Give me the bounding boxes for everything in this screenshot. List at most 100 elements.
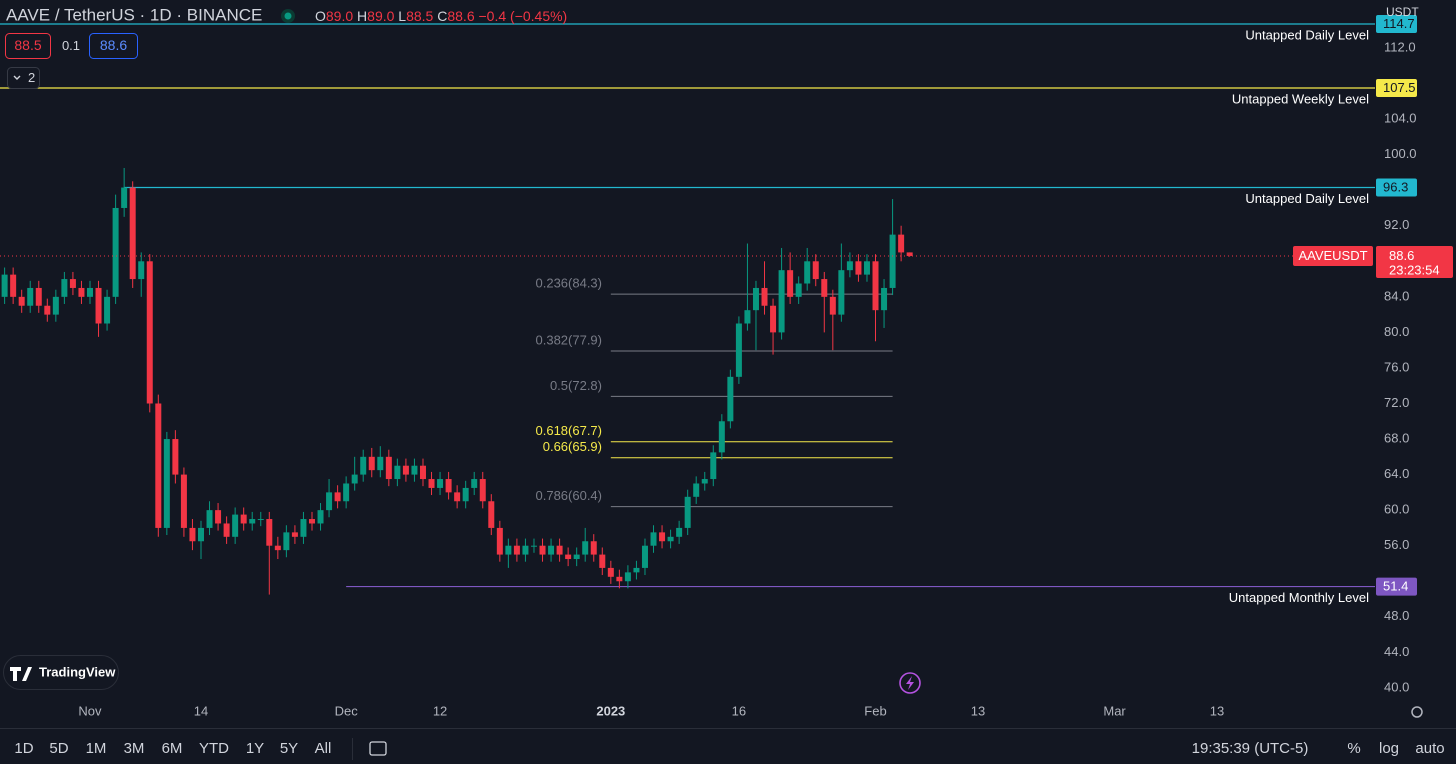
lightning <box>906 676 914 690</box>
candle-body <box>539 545 546 555</box>
timeframe-button[interactable]: 1Y <box>246 740 264 757</box>
timeframe-button[interactable]: 3M <box>124 740 145 757</box>
timeframe-button[interactable]: 5Y <box>280 740 298 757</box>
candle-body <box>752 287 759 311</box>
ohlc-key: L <box>398 8 406 24</box>
candle-body <box>812 261 819 280</box>
change: −0.4 (−0.45%) <box>479 8 568 24</box>
candle-body <box>624 572 631 582</box>
candle-body <box>787 270 794 297</box>
candle-body <box>445 479 452 493</box>
y-tick-label: 68.0 <box>1384 430 1409 445</box>
candle-body <box>343 483 350 502</box>
candle-body <box>240 514 247 524</box>
candle-body <box>326 492 333 511</box>
fib-label: 0.236(84.3) <box>536 276 603 291</box>
candle-body <box>727 376 734 422</box>
scale-option[interactable]: log <box>1379 740 1399 757</box>
candle-body <box>428 479 435 488</box>
timeframe-button[interactable]: YTD <box>199 740 229 757</box>
y-tick-label: 76.0 <box>1384 359 1409 374</box>
timeframe-button[interactable]: 1D <box>14 740 33 757</box>
bid: 88.5 <box>14 37 41 53</box>
candle-body <box>676 527 683 537</box>
candle-body <box>496 527 503 555</box>
x-tick-label: 13 <box>1210 703 1224 718</box>
candle-body <box>505 545 512 555</box>
candle-body <box>701 479 708 484</box>
candle-body <box>317 510 324 524</box>
candle-body <box>718 421 725 453</box>
candle-body <box>641 545 648 568</box>
settings-icon[interactable] <box>1411 706 1423 718</box>
candle-body <box>419 465 426 480</box>
y-tick-label: 112.0 <box>1384 39 1416 54</box>
chevron-icon <box>13 75 21 80</box>
y-tick-label: 44.0 <box>1384 644 1409 659</box>
candle-body <box>138 261 145 280</box>
candle-body <box>471 479 478 488</box>
ohlc-value: 88.5 <box>406 8 433 24</box>
x-tick-label: Nov <box>78 703 102 718</box>
x-tick-label: 2023 <box>596 703 625 718</box>
ohlc-key: H <box>357 8 367 24</box>
candle-body <box>437 479 444 488</box>
candle-body <box>710 452 717 480</box>
ohlc-key: O <box>315 8 326 24</box>
candle-body <box>308 519 315 524</box>
candle-body <box>61 279 68 297</box>
candle-body <box>804 261 811 284</box>
candle-body <box>95 287 102 324</box>
candle-body <box>556 545 563 555</box>
ohlc-legend: O89.0 H89.0 L88.5 C88.6 −0.4 (−0.45%) <box>315 8 567 24</box>
candle-body <box>872 261 879 311</box>
y-tick-label: 60.0 <box>1384 502 1409 517</box>
level-price: 114.7 <box>1383 16 1415 31</box>
events-icon[interactable] <box>899 672 921 694</box>
level-price-box <box>1376 178 1417 197</box>
ohlc-value: 89.0 <box>367 8 394 24</box>
candle-body <box>257 519 264 521</box>
symbol-tag-text: AAVEUSDT <box>1298 248 1367 263</box>
currency[interactable]: USDT <box>1386 5 1419 19</box>
candle-body <box>454 492 461 502</box>
fib-label: 0.618(67.7) <box>536 423 603 438</box>
candle-body <box>761 287 768 306</box>
scale-option[interactable]: % <box>1347 740 1360 757</box>
candle-body <box>35 287 42 306</box>
candle-body <box>52 296 59 315</box>
ask-box[interactable] <box>89 33 138 59</box>
candle-body <box>86 287 93 297</box>
x-tick-label: 13 <box>971 703 985 718</box>
bid-box[interactable] <box>5 33 51 59</box>
symbol-tag <box>1293 245 1373 266</box>
candle-body <box>291 532 298 537</box>
logo-badge[interactable] <box>3 655 119 690</box>
timeframe-button[interactable]: 5D <box>49 740 68 757</box>
candle-body <box>69 279 76 288</box>
x-tick-label: Mar <box>1103 703 1126 718</box>
timeframe-button[interactable]: All <box>315 740 332 757</box>
candle-body <box>223 523 230 537</box>
candle-body <box>180 474 187 528</box>
date-range-icon[interactable] <box>369 741 387 756</box>
candle-body <box>846 261 853 271</box>
candle-body <box>530 545 537 547</box>
collapse-button[interactable] <box>7 67 40 89</box>
clock[interactable]: 19:35:39 (UTC-5) <box>1192 740 1309 757</box>
timeframe-button[interactable]: 1M <box>86 740 107 757</box>
level-name: Untapped Daily Level <box>1245 27 1369 42</box>
candle-body <box>650 532 657 546</box>
candle-body <box>44 305 51 315</box>
candle-body <box>659 532 666 542</box>
y-tick-label: 80.0 <box>1384 324 1409 339</box>
candle-body <box>513 545 520 555</box>
scale-option[interactable]: auto <box>1415 740 1444 757</box>
x-tick-label: Feb <box>864 703 886 718</box>
timeframe-button[interactable]: 6M <box>162 740 183 757</box>
collapse-count: 2 <box>28 70 35 85</box>
candle-body <box>744 310 751 324</box>
candle-body <box>266 519 273 546</box>
ask: 88.6 <box>100 37 127 53</box>
